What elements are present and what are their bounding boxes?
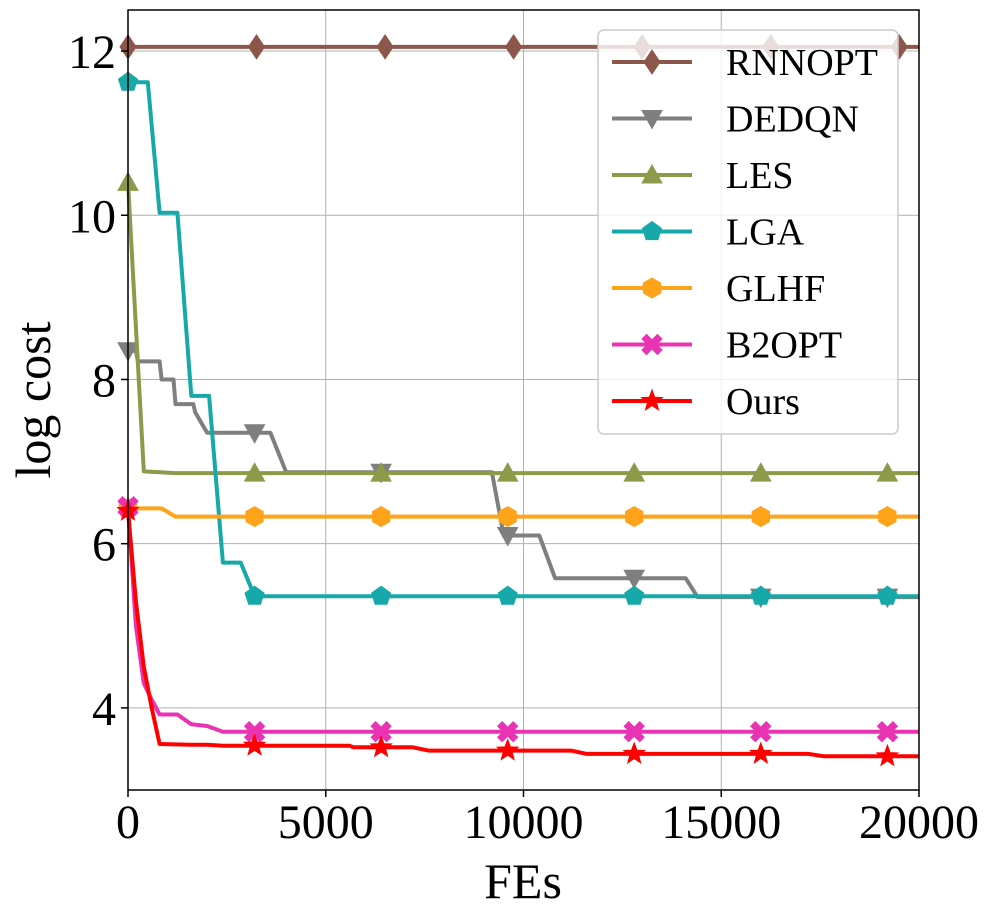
x-tick-label: 10000 bbox=[464, 796, 584, 849]
legend-label-glhf: GLHF bbox=[726, 268, 825, 310]
series-line-ours bbox=[126, 510, 919, 759]
series-lga bbox=[117, 71, 919, 605]
series-les bbox=[117, 171, 919, 482]
data-point-dedqn bbox=[243, 424, 266, 444]
data-point-les bbox=[243, 462, 266, 482]
data-point-glhf bbox=[751, 506, 770, 528]
data-point-les bbox=[623, 462, 646, 482]
data-point-lga bbox=[750, 585, 771, 605]
legend-label-b2opt: B2OPT bbox=[726, 325, 842, 367]
data-point-ours bbox=[875, 743, 900, 767]
legend-box bbox=[597, 29, 899, 435]
legend-marker-b2opt bbox=[641, 333, 663, 356]
series-line-dedqn bbox=[128, 348, 919, 600]
legend-label-ours: Ours bbox=[726, 381, 800, 423]
data-point-b2opt bbox=[750, 720, 772, 743]
data-point-glhf bbox=[245, 506, 264, 528]
y-tick-label: 6 bbox=[92, 519, 116, 572]
ticks: 0 5000 10000 15000 20000 4 6 8 10 12 bbox=[68, 26, 979, 849]
data-point-les bbox=[370, 462, 392, 482]
legend-marker-rnnopt bbox=[643, 49, 661, 75]
data-point-ours bbox=[748, 741, 773, 764]
data-point-glhf bbox=[878, 506, 897, 528]
data-point-glhf bbox=[498, 506, 517, 528]
data-point-les bbox=[876, 462, 899, 482]
legend-item-les: LES bbox=[612, 155, 794, 197]
data-point-lga bbox=[244, 585, 265, 605]
legend-item-dedqn: DEDQN bbox=[612, 99, 859, 141]
data-point-lga bbox=[497, 585, 518, 605]
data-point-lga bbox=[877, 585, 898, 605]
legend-label-lga: LGA bbox=[726, 212, 805, 254]
data-point-glhf bbox=[372, 506, 391, 528]
y-tick-label: 10 bbox=[68, 190, 116, 243]
x-tick-label: 5000 bbox=[278, 796, 374, 849]
y-tick-label: 12 bbox=[68, 26, 116, 79]
legend-label-dedqn: DEDQN bbox=[726, 99, 859, 141]
legend-item-glhf: GLHF bbox=[612, 268, 825, 310]
data-point-b2opt bbox=[876, 720, 899, 743]
legend-marker-les bbox=[641, 163, 663, 184]
x-axis-label: FEs bbox=[484, 853, 562, 909]
data-point-lga bbox=[371, 585, 392, 605]
legend-marker-lga bbox=[641, 220, 663, 241]
data-point-ours bbox=[369, 734, 393, 758]
legend-item-ours: Ours bbox=[612, 381, 800, 423]
data-point-dedqn bbox=[623, 569, 646, 590]
x-tick-label: 15000 bbox=[661, 796, 781, 849]
data-point-ours bbox=[622, 741, 647, 764]
legend-marker-dedqn bbox=[641, 110, 663, 130]
series-line-glhf bbox=[128, 506, 919, 519]
x-tick-label: 20000 bbox=[859, 796, 979, 849]
series-line-lga bbox=[128, 80, 919, 599]
data-point-les bbox=[496, 462, 519, 482]
data-point-glhf bbox=[625, 506, 644, 528]
data-point-rnnopt bbox=[376, 33, 394, 60]
data-point-les bbox=[749, 462, 772, 482]
legend-item-lga: LGA bbox=[612, 212, 805, 254]
data-point-ours bbox=[495, 738, 520, 761]
data-point-b2opt bbox=[623, 720, 645, 743]
data-point-b2opt bbox=[243, 720, 266, 743]
legend-label-les: LES bbox=[726, 155, 794, 197]
y-tick-label: 8 bbox=[92, 354, 116, 407]
x-tick-label: 0 bbox=[116, 796, 140, 849]
y-axis-label: log cost bbox=[5, 321, 61, 478]
data-point-dedqn bbox=[496, 527, 519, 547]
data-point-b2opt bbox=[496, 720, 519, 743]
data-point-rnnopt bbox=[247, 33, 266, 60]
data-point-ours bbox=[242, 733, 267, 756]
y-tick-label: 4 bbox=[92, 683, 116, 736]
legend-item-b2opt: B2OPT bbox=[612, 325, 842, 367]
data-point-lga bbox=[624, 585, 645, 605]
series-line-b2opt bbox=[126, 506, 919, 734]
data-point-b2opt bbox=[370, 720, 392, 743]
legend: RNNOPT DEDQN LES LGA GLHF B2OPT Ours bbox=[597, 29, 899, 435]
data-point-rnnopt bbox=[504, 33, 523, 60]
legend-marker-glhf bbox=[642, 277, 662, 299]
legend-marker-ours bbox=[640, 388, 664, 412]
legend-item-rnnopt: RNNOPT bbox=[612, 42, 878, 84]
series-line-les bbox=[126, 182, 919, 476]
legend-label-rnnopt: RNNOPT bbox=[726, 42, 878, 84]
